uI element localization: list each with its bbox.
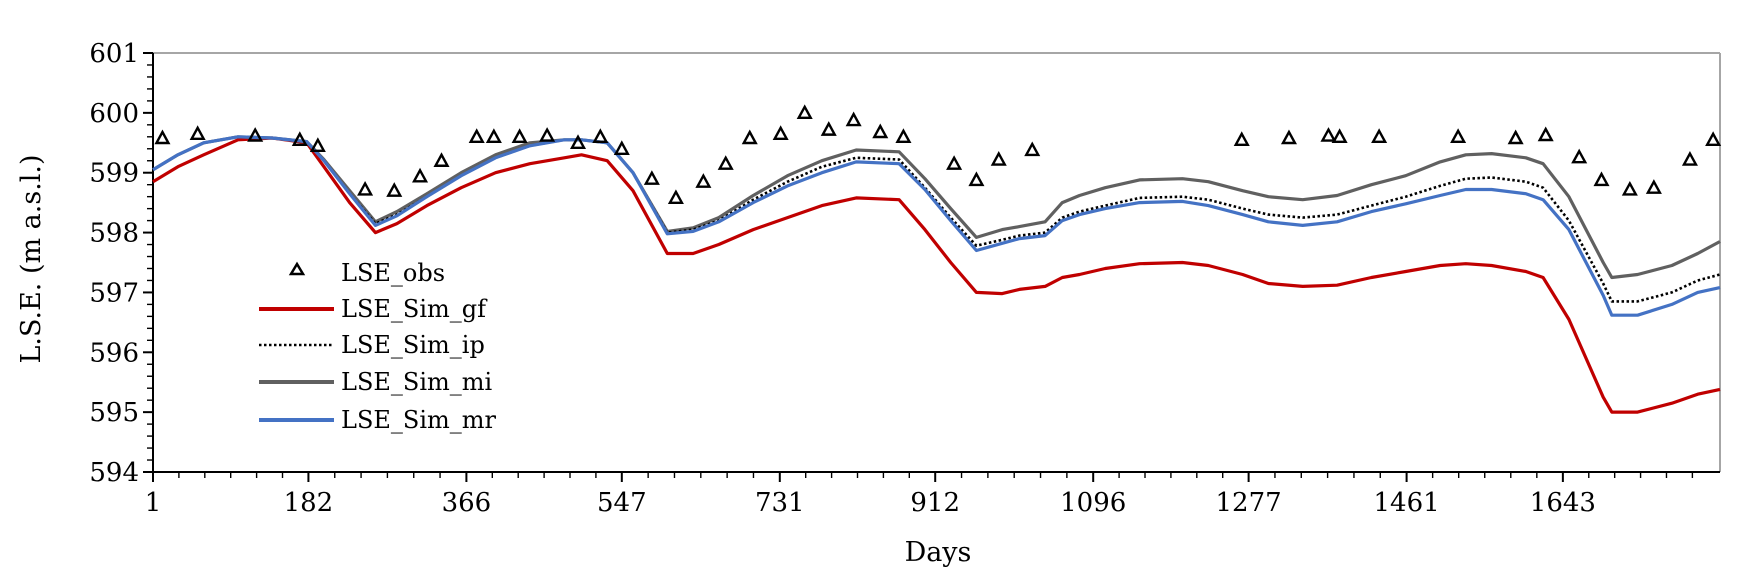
obs-point — [1024, 141, 1041, 157]
obs-point — [772, 125, 789, 141]
x-tick-label: 366 — [442, 488, 492, 518]
obs-point — [613, 140, 630, 155]
obs-point — [643, 170, 660, 185]
obs-point — [968, 171, 985, 187]
obs-point — [1507, 129, 1524, 145]
obs-point — [412, 167, 429, 183]
series-mi-line — [152, 135, 1721, 280]
obs-point — [741, 129, 758, 145]
obs-point — [433, 152, 450, 167]
y-tick-label: 601 — [89, 39, 139, 69]
obs-point — [291, 131, 308, 146]
y-tick-label: 598 — [89, 219, 139, 249]
x-tick-label: 1277 — [1216, 488, 1282, 518]
obs-point — [946, 155, 963, 170]
y-tick-label: 600 — [89, 99, 139, 129]
x-tick-label: 547 — [597, 488, 647, 518]
obs-point — [539, 127, 556, 142]
obs-point — [357, 180, 374, 196]
obs-point — [872, 123, 889, 139]
obs-point — [468, 128, 485, 143]
obs-point — [1320, 127, 1337, 142]
obs-point — [1571, 148, 1588, 164]
obs-point — [820, 121, 837, 136]
obs-point — [309, 137, 326, 152]
series-group — [152, 135, 1721, 414]
legend-swatch-obs — [288, 261, 306, 276]
obs-point — [1645, 179, 1662, 194]
obs-point — [845, 111, 862, 127]
obs-point — [796, 104, 813, 120]
legend-label-gf: LSE_Sim_gf — [341, 295, 488, 323]
obs-point — [1450, 128, 1467, 143]
obs-point — [1371, 128, 1388, 143]
y-tick-label: 594 — [89, 458, 139, 488]
obs-point — [247, 127, 264, 142]
obs-point — [1233, 131, 1250, 146]
obs-point — [990, 151, 1007, 166]
obs-point — [1681, 151, 1698, 166]
legend-label-mi: LSE_Sim_mi — [341, 368, 493, 396]
tick-labels: 594 595 596 597 598 599 600 601 1 182 366 547 731 912… — [89, 39, 1596, 518]
legend-label-obs: LSE_obs — [341, 259, 445, 287]
x-tick-label: 1096 — [1060, 488, 1126, 518]
obs-point — [570, 134, 587, 149]
x-tick-label: 1 — [145, 488, 162, 518]
x-tick-label: 182 — [284, 488, 334, 518]
y-tick-label: 597 — [89, 278, 139, 308]
x-tick-label: 1461 — [1374, 488, 1440, 518]
y-tick-label: 596 — [89, 338, 139, 368]
obs-point — [695, 173, 712, 188]
series-mr-line — [152, 135, 1721, 317]
obs-point — [1621, 180, 1638, 196]
obs-point — [511, 128, 528, 143]
y-axis-title: L.S.E. (m a.s.l.) — [16, 154, 47, 363]
obs-point — [592, 128, 609, 143]
obs-point — [154, 129, 171, 145]
legend-label-mr: LSE_Sim_mr — [341, 406, 497, 434]
legend: LSE_obs LSE_Sim_gf LSE_Sim_ip LSE_Sim_mi… — [259, 259, 497, 434]
y-tick-label: 595 — [89, 398, 139, 428]
obs-point — [1331, 128, 1348, 143]
x-tick-label: 731 — [755, 488, 805, 518]
obs-point — [1537, 126, 1554, 142]
obs-point — [386, 182, 403, 197]
series-gf-line — [152, 136, 1721, 414]
obs-point — [1705, 131, 1722, 146]
obs-point — [485, 128, 502, 143]
x-axis-title: Days — [905, 537, 972, 568]
obs-point — [895, 128, 912, 143]
axis-ticks — [143, 52, 1694, 482]
x-tick-label: 912 — [910, 488, 960, 518]
x-tick-label: 1643 — [1530, 488, 1596, 518]
obs-point — [189, 125, 206, 141]
y-tick-label: 599 — [89, 159, 139, 189]
obs-point — [717, 155, 734, 170]
obs-point — [667, 189, 684, 205]
obs-point — [1593, 171, 1610, 187]
obs-point — [1280, 129, 1297, 145]
legend-label-ip: LSE_Sim_ip — [341, 331, 485, 359]
observation-markers — [154, 104, 1722, 205]
